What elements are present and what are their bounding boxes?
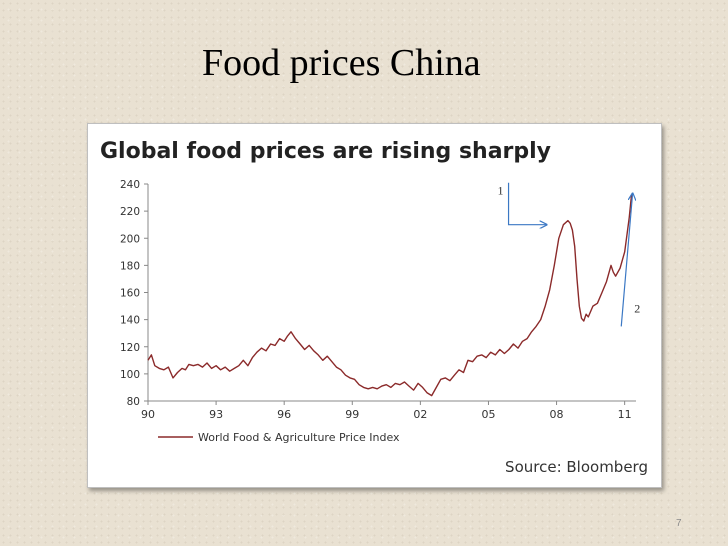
x-tick-label: 08 [550, 408, 564, 421]
series-layer [147, 194, 633, 397]
x-axis: 90 93 96 99 02 05 08 11 [141, 400, 636, 421]
annotation-arrow [507, 182, 547, 225]
x-tick-label: 99 [345, 408, 359, 421]
x-tick-label: 05 [481, 408, 495, 421]
legend: World Food & Agriculture Price Index [158, 431, 400, 444]
x-tick-label: 02 [413, 408, 427, 421]
y-tick-label: 120 [120, 342, 140, 354]
x-tick-label: 93 [209, 408, 223, 421]
y-tick-label: 240 [120, 179, 140, 191]
source-label: Source: Bloomberg [505, 458, 648, 476]
annotation-layer: 12 [498, 182, 640, 327]
annotation-arrow [620, 193, 632, 327]
y-tick-label: 140 [120, 315, 140, 327]
y-tick-label: 180 [120, 260, 140, 272]
x-tick-label: 90 [141, 408, 155, 421]
y-tick-label: 160 [120, 288, 140, 300]
annotation-label: 2 [634, 301, 640, 315]
y-tick-label: 200 [120, 233, 140, 245]
chart-figure: Global food prices are rising sharply 80… [87, 123, 662, 488]
x-tick-label: 96 [277, 408, 291, 421]
y-tick-label: 220 [120, 206, 140, 218]
y-axis: 80 100 120 140 160 180 200 220 240 [120, 179, 149, 408]
legend-label: World Food & Agriculture Price Index [198, 431, 400, 444]
line-chart: Global food prices are rising sharply 80… [100, 139, 648, 476]
chart-title: Global food prices are rising sharply [100, 139, 551, 164]
slide-title: Food prices China [202, 42, 481, 84]
y-tick-label: 100 [120, 369, 140, 381]
annotation-label: 1 [498, 184, 504, 198]
x-tick-label: 11 [618, 408, 632, 421]
y-tick-label: 80 [127, 396, 140, 408]
page-number: 7 [676, 518, 682, 529]
series-line [147, 194, 633, 397]
